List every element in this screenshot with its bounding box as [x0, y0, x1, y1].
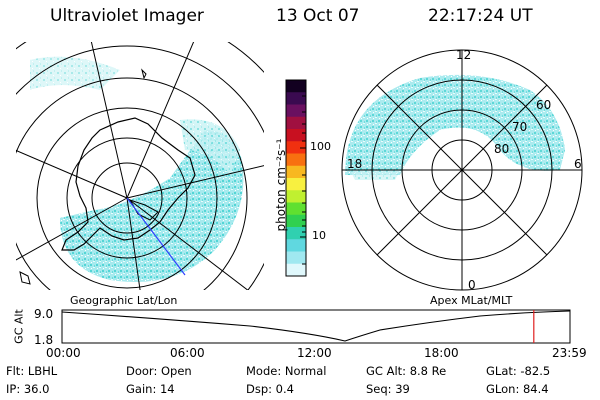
alt-ytick-9: 9.0	[34, 307, 54, 321]
colorbar-swatch	[286, 116, 306, 130]
colorbar-swatch	[286, 251, 306, 265]
colorbar-swatch	[286, 202, 306, 216]
alt-xtick-0600: 06:00	[170, 346, 205, 360]
alt-xtick-1200: 12:00	[297, 346, 332, 360]
apex-polar-plot	[341, 49, 583, 291]
status-mode: Mode: Normal	[246, 364, 327, 378]
colorbar-swatch	[286, 263, 306, 277]
colorbar-swatch	[286, 104, 306, 118]
colorbar-swatch	[286, 227, 306, 240]
status-gc-alt: GC Alt: 8.8 Re	[366, 364, 447, 378]
altitude-curve	[61, 310, 571, 342]
mlt-label-0: 0	[468, 278, 476, 292]
mlt-label-6: 6	[574, 157, 582, 171]
alt-xtick-1800: 18:00	[424, 346, 459, 360]
geographic-map	[16, 42, 264, 290]
status-glat: GLat: -82.5	[486, 364, 551, 378]
colorbar-swatch	[286, 165, 306, 179]
aurora-emission-geo	[60, 130, 244, 282]
meridians-geo	[16, 42, 264, 290]
status-glon: GLon: 84.4	[486, 382, 549, 396]
colorbar-swatch	[286, 80, 306, 93]
status-seq: Seq: 39	[366, 382, 410, 396]
alt-ylabel: GC Alt	[12, 309, 26, 344]
instrument-title: Ultraviolet Imager	[50, 6, 204, 26]
colorbar-swatch	[286, 178, 306, 191]
mlt-label-12: 12	[456, 48, 472, 62]
time-label: 22:17:24 UT	[428, 6, 533, 26]
alt-xtick-0000: 00:00	[46, 346, 81, 360]
status-door: Door: Open	[126, 364, 192, 378]
colorbar-swatch	[286, 153, 306, 167]
antarctica-coastline	[61, 117, 196, 251]
mlat-label-60: 60	[536, 98, 552, 112]
aurora-emission-mlt	[345, 74, 565, 175]
colorbar-ticks	[300, 95, 306, 265]
mlat-label-80: 80	[494, 142, 510, 156]
colorbar-swatch	[286, 214, 306, 228]
alt-xtick-2359: 23:59	[552, 346, 587, 360]
lat-circles-geo	[16, 42, 264, 290]
mlt-label-18: 18	[347, 157, 363, 171]
colorbar-swatch	[286, 190, 306, 203]
colorbar-swatch	[286, 141, 306, 154]
status-filter: Flt: LBHL	[6, 364, 58, 378]
colorbar-label: photon cm⁻²s⁻¹	[274, 138, 288, 232]
colorbar-graphic	[285, 79, 307, 277]
mlat-label-70: 70	[512, 120, 528, 134]
date-label: 13 Oct 07	[276, 6, 360, 26]
altitude-plot	[61, 309, 571, 344]
colorbar-swatch	[286, 239, 306, 252]
colorbar-tick-10: 10	[312, 229, 326, 242]
colorbar-tick-100: 100	[310, 140, 331, 153]
alt-ytick-1-8: 1.8	[34, 333, 54, 347]
status-dsp: Dsp: 0.4	[246, 382, 294, 396]
colorbar-swatch	[286, 129, 306, 142]
colorbar-swatch	[286, 92, 306, 105]
status-gain: Gain: 14	[126, 382, 175, 396]
status-ip: IP: 36.0	[6, 382, 50, 396]
sat-track-line	[126, 197, 186, 276]
apex-panel-caption: Apex MLat/MLT	[430, 294, 513, 307]
geo-panel-caption: Geographic Lat/Lon	[70, 294, 178, 307]
